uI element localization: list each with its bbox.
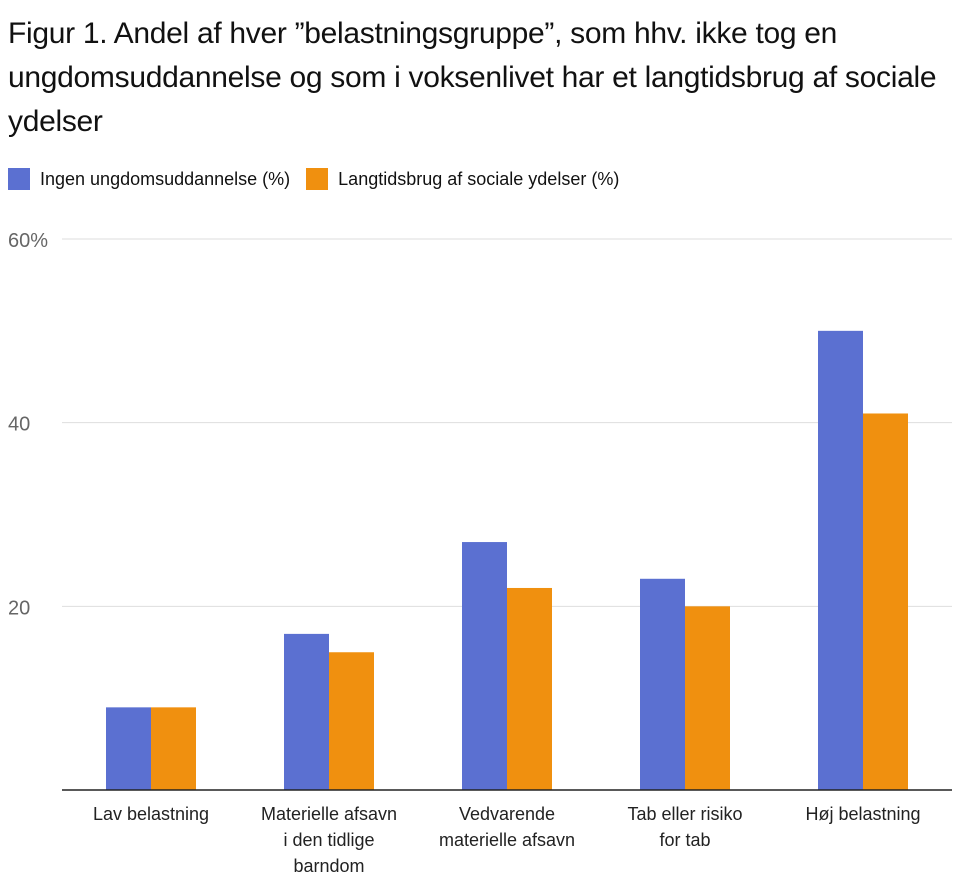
legend-item-ingen-ungdomsuddannelse: Ingen ungdomsuddannelse (%) — [8, 168, 290, 190]
bar-ingen-ungdomsuddannelse — [640, 578, 685, 790]
bar-ingen-ungdomsuddannelse — [462, 542, 507, 790]
legend: Ingen ungdomsuddannelse (%) Langtidsbrug… — [8, 168, 619, 190]
legend-swatch-orange — [306, 168, 329, 190]
x-tick-label: Høj belastning — [805, 804, 920, 824]
y-tick-label: 40 — [8, 414, 30, 436]
bar-ingen-ungdomsuddannelse — [818, 330, 863, 790]
legend-item-langtidsbrug: Langtidsbrug af sociale ydelser (%) — [306, 168, 619, 190]
x-tick-label: Materielle afsavn — [261, 804, 397, 824]
legend-swatch-blue — [8, 168, 30, 190]
bar-langtidsbrug — [863, 413, 908, 790]
y-tick-label: 60% — [8, 230, 48, 252]
x-tick-label: i den tidlige — [283, 830, 374, 850]
bar-langtidsbrug — [151, 707, 196, 790]
bar-langtidsbrug — [507, 587, 552, 790]
legend-label: Langtidsbrug af sociale ydelser (%) — [338, 168, 620, 189]
x-tick-label: Vedvarende — [459, 804, 555, 824]
bar-ingen-ungdomsuddannelse — [284, 633, 329, 790]
x-tick-label: for tab — [659, 830, 710, 850]
bar-langtidsbrug — [685, 606, 730, 790]
legend-label: Ingen ungdomsuddannelse (%) — [40, 168, 291, 189]
x-tick-label: Tab eller risiko — [627, 804, 742, 824]
x-tick-label: barndom — [293, 856, 364, 876]
bar-ingen-ungdomsuddannelse — [106, 707, 151, 790]
x-tick-label: Lav belastning — [93, 804, 209, 824]
y-tick-label: 20 — [8, 597, 30, 619]
chart-title: Figur 1. Andel af hver ”belastningsgrupp… — [8, 17, 937, 138]
x-tick-label: materielle afsavn — [439, 830, 575, 850]
bar-langtidsbrug — [329, 652, 374, 790]
